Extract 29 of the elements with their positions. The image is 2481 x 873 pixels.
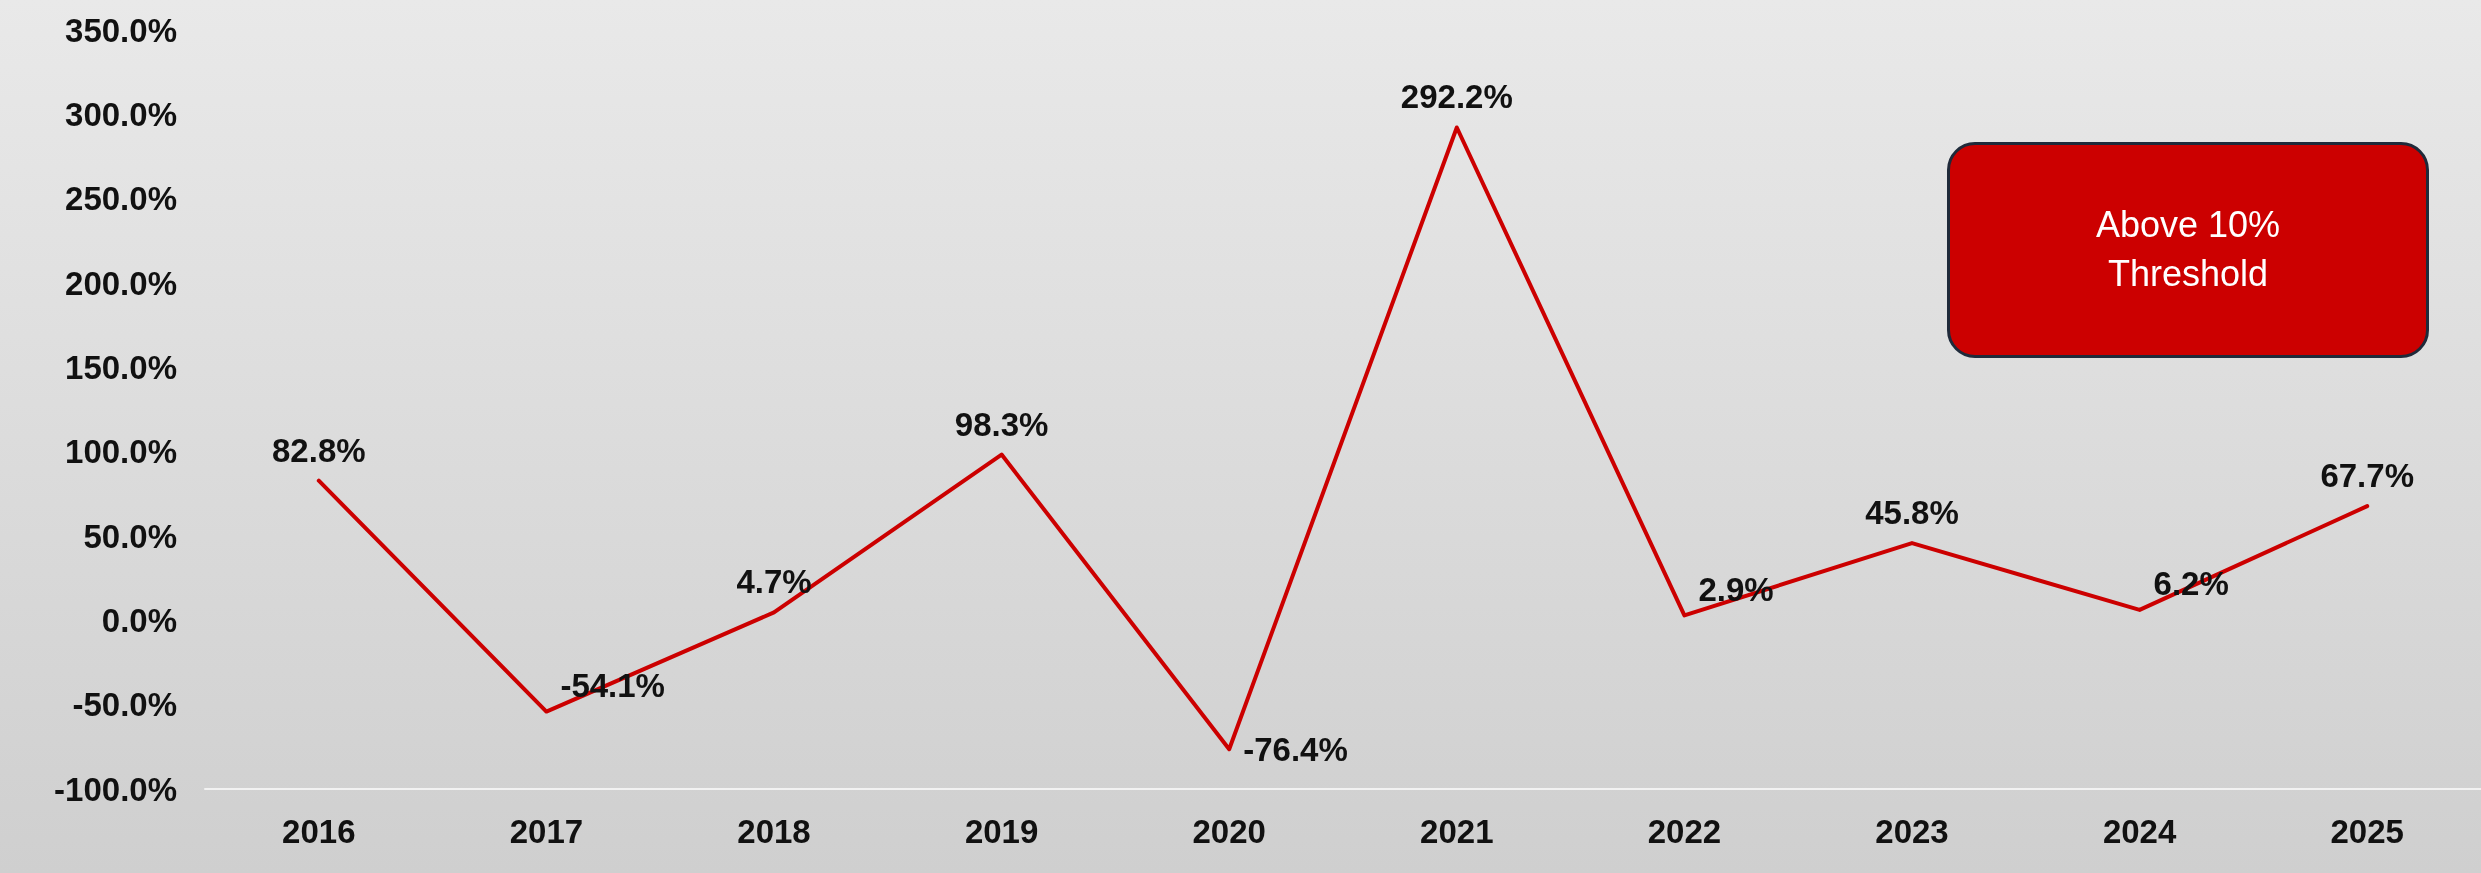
data-label: 292.2% bbox=[1400, 78, 1513, 116]
x-tick-label: 2022 bbox=[1647, 813, 1722, 850]
y-tick-label: 350.0% bbox=[65, 11, 177, 49]
y-tick-label: 200.0% bbox=[65, 264, 177, 302]
y-tick-label: 250.0% bbox=[65, 180, 177, 218]
y-tick-label: 150.0% bbox=[65, 348, 177, 386]
y-tick-label: 100.0% bbox=[65, 433, 177, 471]
data-label: 2.9% bbox=[1698, 570, 1774, 608]
x-tick-label: 2020 bbox=[1192, 813, 1266, 850]
x-tick-label: 2019 bbox=[964, 813, 1039, 850]
data-label: 98.3% bbox=[954, 405, 1049, 443]
data-label: 4.7% bbox=[736, 563, 812, 601]
callout-box: Above 10% Threshold bbox=[1947, 142, 2429, 358]
x-tick-label: 2016 bbox=[282, 813, 356, 850]
y-tick-label: 50.0% bbox=[83, 517, 177, 555]
y-tick-label: 300.0% bbox=[65, 95, 177, 133]
data-label: -76.4% bbox=[1243, 730, 1348, 768]
x-tick-label: 2024 bbox=[2102, 813, 2177, 850]
x-tick-label: 2025 bbox=[2330, 813, 2404, 850]
x-tick-label: 2018 bbox=[737, 813, 811, 850]
data-label: 82.8% bbox=[272, 431, 366, 469]
x-tick-label: 2021 bbox=[1420, 813, 1494, 850]
x-tick-label: 2023 bbox=[1875, 813, 1949, 850]
data-label: 45.8% bbox=[1865, 494, 1959, 532]
y-tick-label: 0.0% bbox=[101, 601, 177, 639]
y-tick-label: -50.0% bbox=[72, 686, 177, 724]
x-tick-label: 2017 bbox=[509, 813, 584, 850]
y-tick-label: -100.0% bbox=[54, 770, 177, 808]
data-label: 67.7% bbox=[2320, 457, 2414, 495]
